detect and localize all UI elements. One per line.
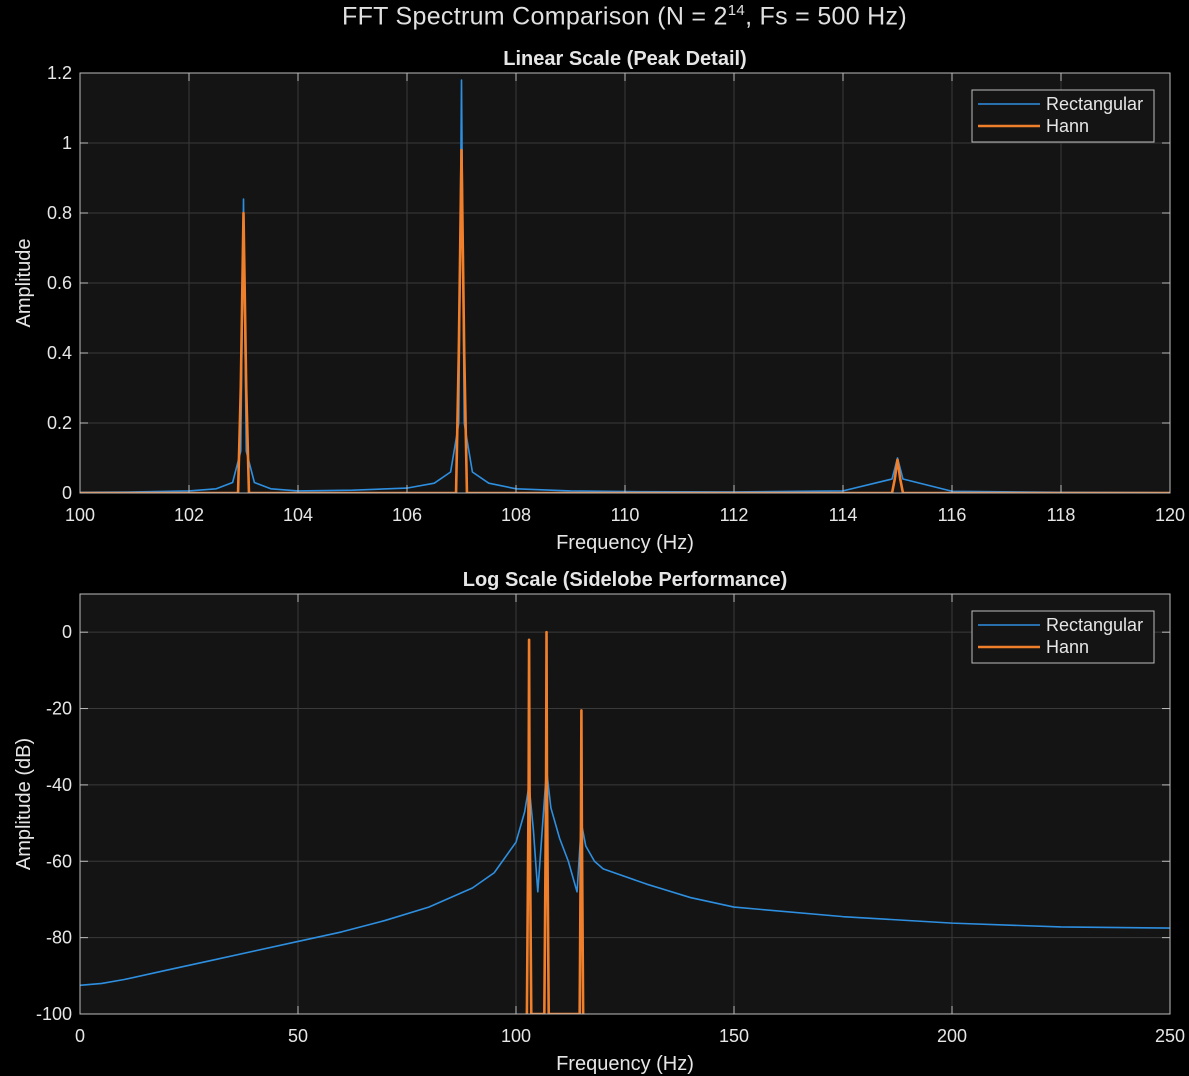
y-tick-label: -60 [46,851,72,871]
legend-label-rectangular: Rectangular [1046,615,1143,635]
y-tick-label: 0 [62,483,72,503]
series-line-rectangular [80,768,1170,987]
axes-title: Log Scale (Sidelobe Performance) [463,569,788,591]
y-tick-label: -100 [36,1004,72,1024]
y-tick-label: 1.2 [47,63,72,83]
x-tick-label: 0 [75,1026,85,1046]
x-tick-label: 100 [501,1026,531,1046]
figure-title-prefix: FFT Spectrum Comparison (N = 2 [342,2,728,31]
x-tick-label: 100 [65,505,95,525]
x-tick-label: 118 [1047,505,1076,525]
x-tick-label: 108 [501,505,531,525]
x-axis-label: Frequency (Hz) [556,532,694,554]
y-tick-label: -80 [46,928,72,948]
x-tick-label: 250 [1155,1026,1185,1046]
y-tick-label: 0 [62,622,72,642]
legend-label-rectangular: Rectangular [1046,94,1143,114]
legend-label-hann: Hann [1046,116,1089,136]
chart-log-scale: 0 50 100 150 200 250 -100 -80 -60 -40 -20 0 Frequenc… [13,569,1185,1075]
series-line-hann [80,148,1170,493]
x-tick-label: 110 [611,505,640,525]
chart-linear-scale: 100 102 104 106 108 110 112 114 116 118 120 0 0.2 0.4… [13,48,1185,554]
y-tick-label: -40 [46,775,72,795]
y-tick-label: 0.4 [47,343,72,363]
x-tick-label: 150 [719,1026,749,1046]
y-tick-label: 0.6 [47,273,72,293]
y-axis-label: Amplitude (dB) [13,738,35,870]
y-tick-label: 1 [62,133,72,153]
x-tick-label: 200 [937,1026,967,1046]
figure-title: FFT Spectrum Comparison (N = 214, Fs = 5… [0,2,1189,31]
y-tick-label: 0.2 [47,413,72,433]
axes-title: Linear Scale (Peak Detail) [503,48,746,70]
x-tick-label: 106 [392,505,422,525]
legend-box [971,610,1155,664]
series-line-hann [525,630,585,1014]
x-tick-label: 116 [938,505,967,525]
x-tick-label: 114 [829,505,858,525]
x-tick-label: 104 [283,505,313,525]
series-group [80,79,1170,493]
x-tick-label: 50 [288,1026,308,1046]
x-tick-label: 120 [1155,505,1185,525]
legend-label-hann: Hann [1046,637,1089,657]
series-line-rectangular [80,79,1170,493]
plot-area [80,594,1170,1014]
figure-title-exponent: 14 [727,2,746,19]
y-tick-label: 0.8 [47,203,72,223]
x-tick-label: 102 [174,505,204,525]
x-axis-label: Frequency (Hz) [556,1053,694,1075]
x-tick-label: 112 [720,505,749,525]
y-tick-label: -20 [46,699,72,719]
y-axis-label: Amplitude [13,239,35,328]
figure-title-suffix: , Fs = 500 Hz) [745,2,907,31]
axes-box [79,593,1171,1015]
legend-box [971,89,1155,143]
series-group [80,630,1170,1014]
